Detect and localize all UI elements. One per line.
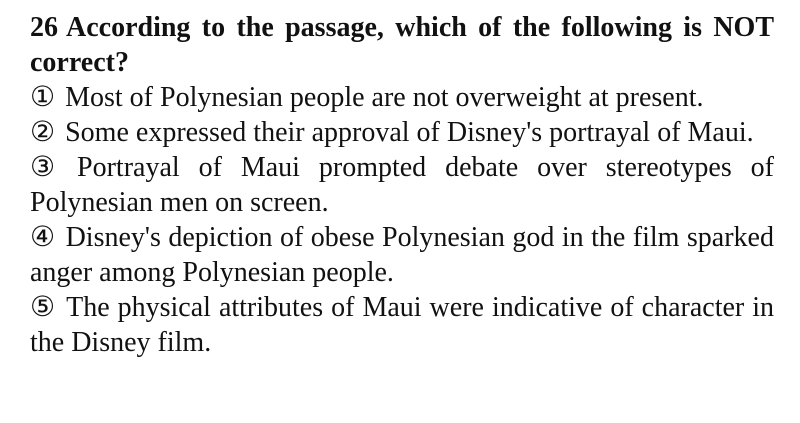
answer-option-4[interactable]: ④ Disney's depiction of obese Polynesian … (30, 220, 774, 290)
option-marker: ⑤ (30, 292, 57, 323)
question-prompt: According to the passage, which of the f… (30, 12, 774, 78)
option-marker: ③ (30, 152, 68, 183)
option-marker: ② (30, 117, 56, 148)
answer-option-5[interactable]: ⑤ The physical attributes of Maui were in… (30, 290, 774, 360)
option-text: Disney's depiction of obese Polynesian g… (30, 222, 774, 288)
question-title: 26 According to the passage, which of the… (30, 10, 774, 80)
answer-option-2[interactable]: ② Some expressed their approval of Disney… (30, 115, 774, 150)
option-marker: ① (30, 82, 56, 113)
answer-option-3[interactable]: ③ Portrayal of Maui prompted debate over … (30, 150, 774, 220)
option-text: Most of Polynesian people are not overwe… (65, 82, 704, 113)
option-text: The physical attributes of Maui were ind… (30, 292, 775, 358)
option-text: Some expressed their approval of Disney'… (65, 117, 754, 148)
option-marker: ④ (30, 222, 56, 253)
question-number: 26 (30, 12, 58, 43)
question-block: 26 According to the passage, which of the… (30, 10, 774, 360)
answer-option-1[interactable]: ① Most of Polynesian people are not overw… (30, 80, 774, 115)
option-text: Portrayal of Maui prompted debate over s… (30, 152, 774, 218)
